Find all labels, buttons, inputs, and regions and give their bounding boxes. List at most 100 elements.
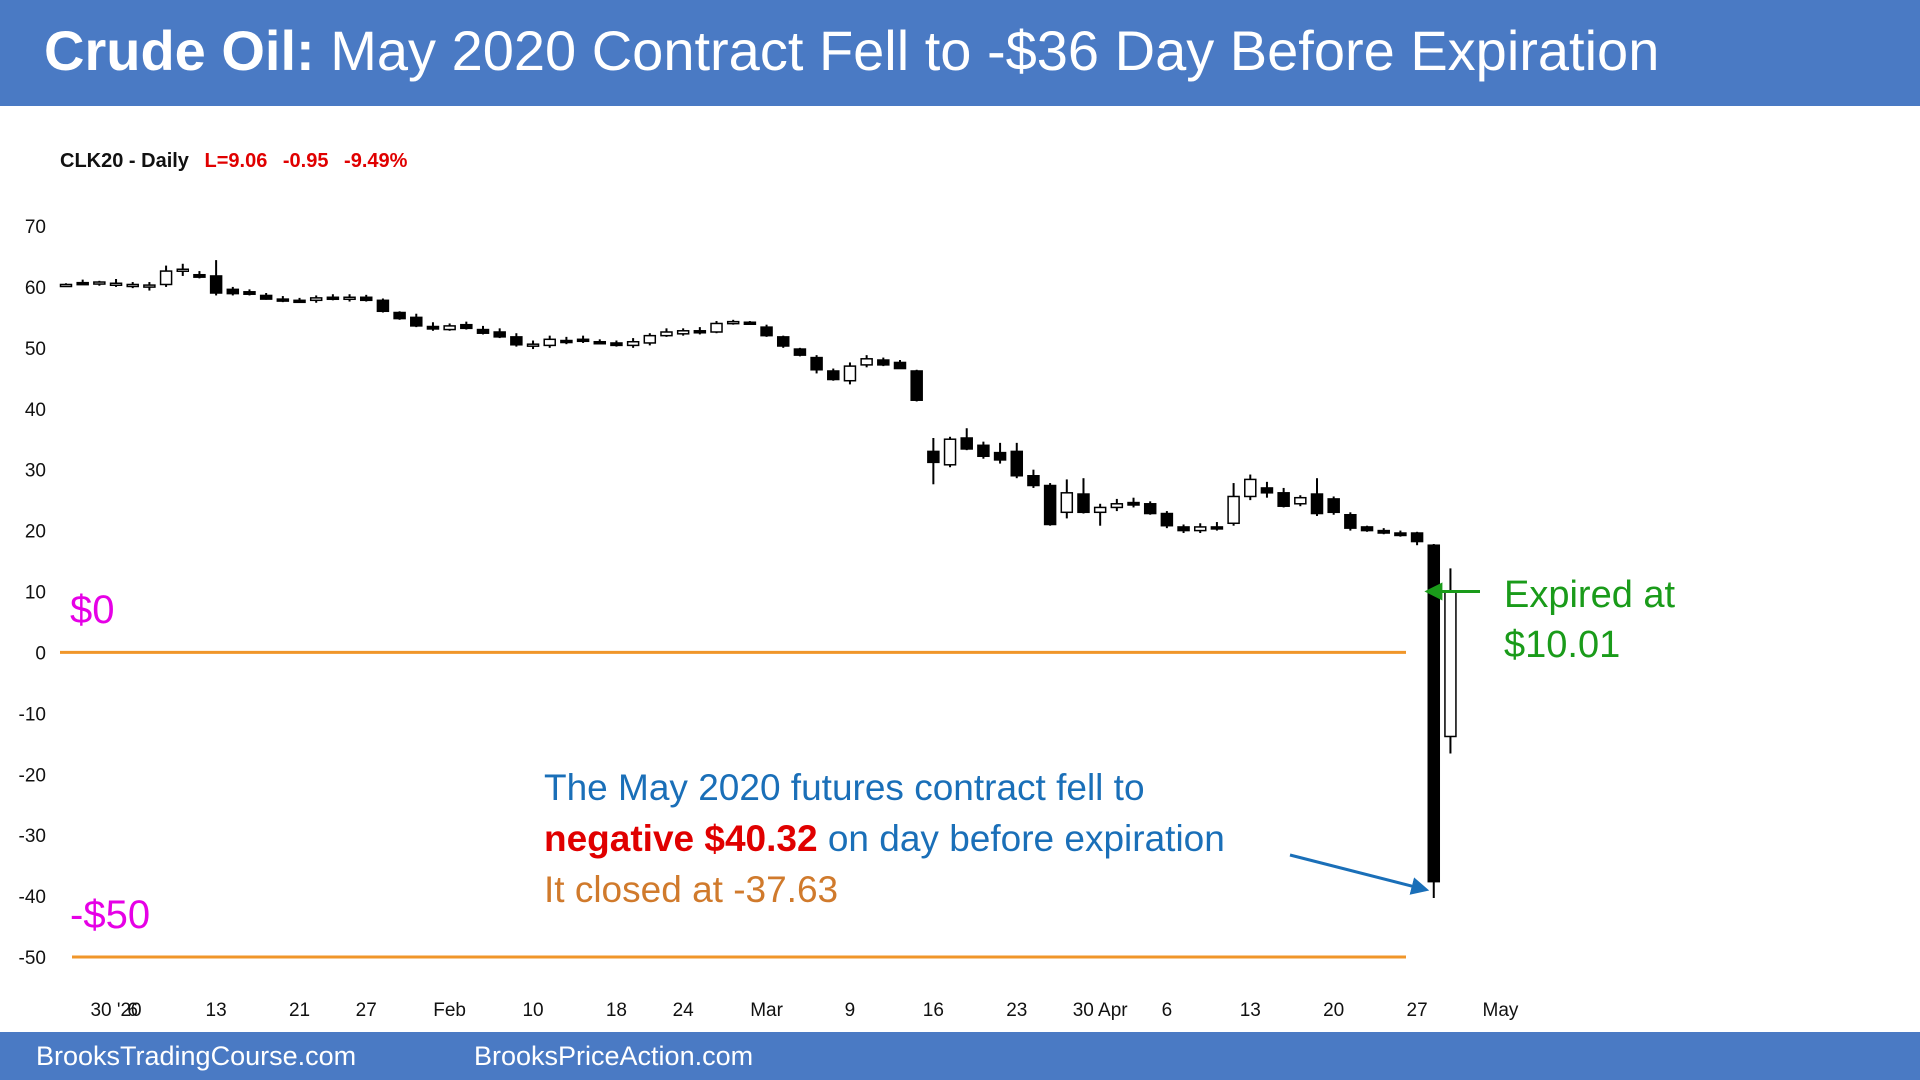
- candle-body: [993, 451, 1007, 461]
- candle-body: [59, 283, 73, 288]
- y-tick-label: -50: [19, 948, 46, 969]
- candle: [276, 296, 290, 303]
- candle: [1210, 522, 1224, 531]
- candle: [1127, 497, 1140, 508]
- y-axis: 70 60 50 40 30 20 10 0 -10 -20 -30 -40 -50: [19, 217, 46, 969]
- y-tick-label: 10: [25, 583, 46, 604]
- candle-body: [1043, 484, 1057, 526]
- candle: [243, 289, 256, 296]
- minus-50-line-label: -$50: [70, 893, 151, 937]
- candle: [1193, 523, 1207, 534]
- footer-link-price-action[interactable]: BrooksPriceAction.com: [474, 1041, 754, 1071]
- x-tick-label: 9: [845, 1000, 856, 1021]
- candle-body: [943, 438, 957, 466]
- candle-body: [193, 273, 206, 278]
- candle: [927, 437, 940, 485]
- candle: [1410, 531, 1424, 546]
- candle-body: [1244, 478, 1257, 498]
- candle-body: [1143, 503, 1157, 515]
- footer-bar: [0, 1032, 1920, 1080]
- candle: [626, 338, 640, 348]
- candle: [343, 294, 356, 302]
- candle: [309, 295, 323, 303]
- candle-body: [1127, 501, 1140, 506]
- y-tick-label: 20: [25, 522, 46, 543]
- candle: [576, 335, 590, 343]
- x-tick-label: 18: [606, 1000, 627, 1021]
- candle: [610, 340, 623, 347]
- candle-body: [526, 343, 540, 347]
- candle: [1360, 525, 1374, 532]
- candle-body: [810, 356, 823, 371]
- candle: [1160, 511, 1174, 529]
- candle-body: [710, 322, 723, 333]
- candle-body: [776, 336, 790, 347]
- zero-line-label: $0: [70, 588, 115, 632]
- candle-body: [209, 275, 223, 294]
- candle: [1277, 487, 1290, 508]
- candle: [843, 362, 857, 385]
- candle: [376, 298, 390, 313]
- candle: [660, 328, 673, 337]
- main-negative: negative $40.32: [544, 818, 818, 859]
- candle: [543, 335, 556, 348]
- candle: [977, 441, 990, 459]
- candle: [1010, 442, 1024, 479]
- candle: [126, 282, 139, 289]
- candle-body: [760, 326, 773, 337]
- title-bold: Crude Oil:: [44, 19, 315, 82]
- x-tick-label: 24: [673, 1000, 695, 1021]
- candle-body: [726, 320, 740, 325]
- candle-body: [576, 338, 590, 343]
- y-tick-label: -20: [19, 765, 46, 786]
- candle: [743, 321, 757, 325]
- y-tick-label: 60: [25, 278, 46, 299]
- candle-body: [1410, 532, 1424, 543]
- candle: [877, 357, 890, 367]
- candle: [1093, 503, 1107, 526]
- candle-body: [426, 325, 440, 330]
- main-line2-rest: on day before expiration: [817, 818, 1225, 859]
- low-arrow: [1289, 853, 1430, 895]
- candle: [526, 340, 540, 350]
- candle-body: [1077, 493, 1090, 514]
- candle-body: [610, 342, 623, 347]
- x-tick-label: 30 '20: [90, 1000, 141, 1021]
- y-tick-label: -30: [19, 826, 46, 847]
- candle-body: [1210, 526, 1224, 530]
- candle: [176, 263, 190, 276]
- candle-body: [543, 338, 556, 347]
- title-bar: [0, 0, 1920, 106]
- candle: [1110, 498, 1124, 512]
- footer-link-trading-course[interactable]: BrooksTradingCourse.com: [36, 1041, 357, 1071]
- candle-body: [393, 311, 406, 320]
- candle: [1444, 568, 1457, 754]
- main-line2: negative $40.32 on day before expiration: [544, 813, 1225, 864]
- candle: [1060, 479, 1074, 519]
- candle-body: [309, 297, 323, 302]
- candle: [1260, 481, 1274, 498]
- candle-body: [410, 316, 423, 327]
- candle-body: [1227, 495, 1240, 525]
- x-tick-label: 27: [1407, 1000, 1428, 1021]
- candle-body: [476, 328, 490, 334]
- candle-body: [593, 340, 607, 345]
- candle: [1244, 474, 1257, 501]
- candle: [76, 279, 89, 286]
- candle-body: [93, 281, 106, 285]
- page-title: Crude Oil: May 2020 Contract Fell to -$3…: [44, 18, 1659, 83]
- candle-body: [626, 340, 640, 347]
- candle: [1027, 469, 1040, 488]
- expired-line1: Expired at: [1504, 574, 1676, 616]
- candle-body: [1444, 590, 1457, 738]
- candle: [143, 282, 156, 291]
- candle-body: [343, 296, 356, 301]
- candle-body: [693, 330, 707, 334]
- candle: [1227, 483, 1240, 526]
- candle-body: [1027, 475, 1040, 487]
- candle-body: [1327, 498, 1340, 514]
- candle: [693, 327, 707, 335]
- candle: [893, 360, 907, 370]
- candle-body: [376, 299, 390, 313]
- candle: [910, 369, 923, 402]
